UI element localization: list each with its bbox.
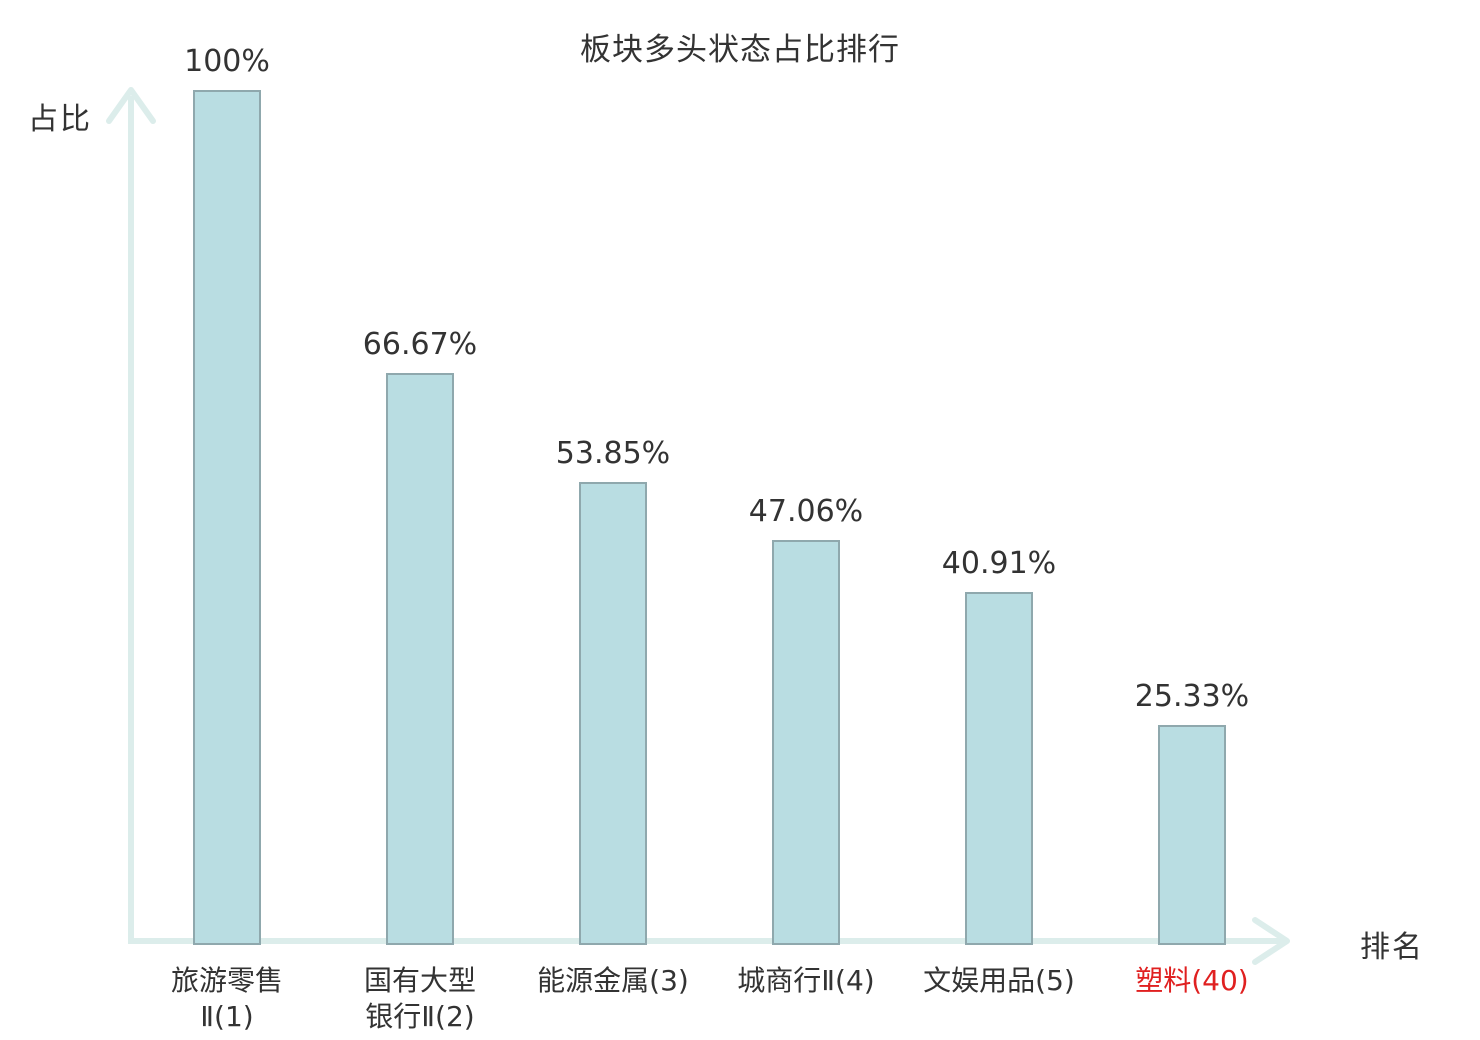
category-label-line: 银行Ⅱ(2) <box>365 1000 475 1033</box>
category-label: 国有大型 银行Ⅱ(2) <box>290 963 550 1035</box>
x-axis-arrowhead-icon <box>1252 917 1290 965</box>
bar <box>965 592 1033 945</box>
y-axis-arrowhead-icon <box>106 87 156 124</box>
category-label: 文娱用品(5) <box>869 963 1129 999</box>
bar <box>193 90 261 945</box>
category-label-line: 城商行Ⅱ(4) <box>737 964 875 997</box>
category-label: 能源金属(3) <box>483 963 743 999</box>
bar-value-label: 40.91% <box>941 546 1057 581</box>
category-label-line: 文娱用品(5) <box>923 964 1075 997</box>
chart-title: 板块多头状态占比排行 <box>580 32 900 68</box>
category-label-line: 能源金属(3) <box>537 964 689 997</box>
category-label: 城商行Ⅱ(4) <box>676 963 936 999</box>
category-label-line: 塑料(40) <box>1135 964 1249 997</box>
bar <box>1158 725 1226 945</box>
bar-value-label: 100% <box>184 44 270 79</box>
bar-value-label: 53.85% <box>555 436 671 471</box>
category-label-line: Ⅱ(1) <box>200 1000 254 1033</box>
bar-value-label: 66.67% <box>362 327 478 362</box>
category-label-line: 旅游零售 <box>170 964 283 997</box>
bar <box>772 540 840 945</box>
category-label: 塑料(40) <box>1062 963 1322 999</box>
bar <box>386 373 454 945</box>
bar-value-label: 47.06% <box>748 494 864 529</box>
x-axis-title: 排名 <box>1360 930 1424 965</box>
bar-value-label: 25.33% <box>1134 679 1250 714</box>
category-label-line: 国有大型 <box>363 964 476 997</box>
y-axis-title: 占比 <box>28 102 92 137</box>
bar <box>579 482 647 945</box>
category-label: 旅游零售 Ⅱ(1) <box>97 963 357 1035</box>
